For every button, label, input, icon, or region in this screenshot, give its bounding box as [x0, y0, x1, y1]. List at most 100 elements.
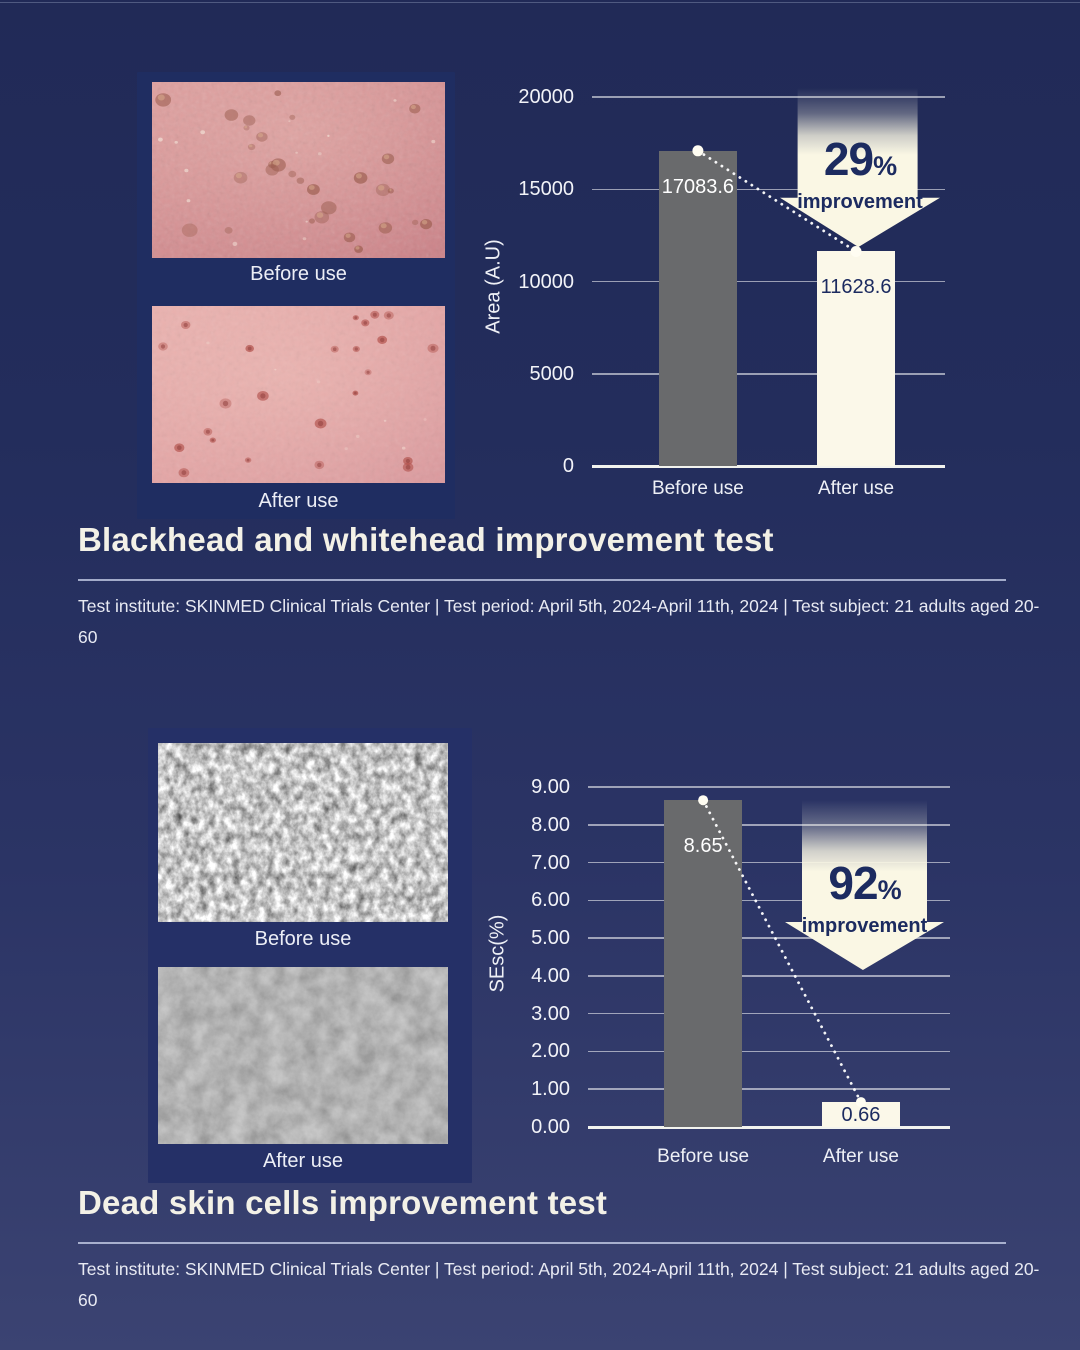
skin-spot — [158, 137, 163, 142]
skin-spot — [431, 139, 436, 144]
skin-spot-core — [405, 464, 411, 470]
skin-spot-core — [405, 458, 410, 464]
skin-spot-highlight — [308, 185, 315, 190]
photo-caption: Before use — [250, 263, 347, 285]
skin-spot-highlight — [249, 144, 253, 148]
skin-spot — [224, 227, 233, 234]
skin-spot-core — [181, 470, 187, 476]
skin-spot-highlight — [378, 185, 385, 191]
skin-spot — [243, 115, 256, 126]
skin-spot-core — [222, 400, 229, 407]
gridline — [588, 1088, 950, 1090]
skin-spot-highlight — [157, 94, 165, 101]
skin-spot-highlight — [355, 173, 362, 179]
test-info-text: Test institute: SKINMED Clinical Trials … — [78, 596, 1040, 647]
blackhead-bar-chart: Area (A.U) 29% improvement 0 5000 10000 150… — [480, 85, 960, 510]
bar-value-label: 11628.6 — [820, 276, 892, 299]
skin-spot — [356, 434, 360, 438]
y-tick-label: 7.00 — [531, 851, 570, 874]
y-tick-label: 1.00 — [531, 1078, 570, 1101]
skin-spot-highlight — [345, 233, 351, 238]
skin-spot-core — [260, 393, 266, 399]
skin-spot-core — [317, 462, 322, 468]
gridline — [592, 373, 945, 375]
skin-spot-core — [211, 438, 215, 442]
skin-spot-core — [317, 420, 324, 427]
y-tick-label: 10000 — [518, 270, 574, 293]
skin-photo-texture — [158, 743, 448, 922]
skin-photo-deadskin-before — [158, 743, 448, 922]
gridline — [592, 465, 945, 468]
top-hairline — [0, 2, 1080, 3]
improvement-percent: 92% — [828, 857, 901, 909]
skin-spot-core — [380, 337, 385, 343]
skin-spot-highlight — [355, 246, 360, 250]
y-tick-label: 20000 — [518, 86, 574, 108]
skin-spot-core — [246, 458, 250, 462]
skin-spot-core — [160, 344, 166, 349]
skin-spot — [274, 90, 282, 97]
bar-after-use — [817, 251, 896, 466]
y-tick-label: 8.00 — [531, 813, 570, 836]
section-title: Blackhead and whitehead improvement test — [78, 521, 774, 558]
divider — [78, 1242, 1006, 1244]
skin-spot — [186, 199, 191, 203]
skin-spot — [288, 120, 291, 123]
skin-spot — [302, 237, 307, 241]
y-tick-label: 3.00 — [531, 1002, 570, 1025]
skin-spot-core — [372, 312, 377, 317]
gridline — [588, 975, 950, 977]
gridline — [592, 280, 945, 283]
skin-spot — [344, 447, 348, 451]
y-tick-label: 9.00 — [531, 776, 570, 798]
gridline — [588, 1050, 950, 1053]
y-tick-label: 4.00 — [531, 964, 570, 987]
y-tick-label: 15000 — [518, 178, 574, 201]
deadskin-bar-chart: SEsc(%) 92% improvement 0.00 1.00 2.00 3.00… — [470, 770, 960, 1175]
skin-spot-core — [183, 322, 188, 328]
skin-spot — [309, 218, 315, 224]
x-tick-label: After use — [822, 1146, 899, 1167]
skin-spot — [265, 164, 279, 176]
skin-spot — [288, 170, 297, 178]
x-tick-label: After use — [818, 478, 895, 499]
skin-spot — [393, 99, 397, 102]
skin-spot-core — [177, 445, 182, 450]
bar-value-label: 0.66 — [841, 1104, 881, 1127]
skin-spot — [316, 380, 321, 384]
skin-spot — [200, 130, 206, 135]
photo-caption: Before use — [254, 928, 352, 950]
divider — [78, 579, 1006, 581]
skin-spot-core — [430, 345, 436, 351]
skin-spot — [305, 220, 308, 223]
skin-spot — [184, 168, 189, 173]
test-info-text: Test institute: SKINMED Clinical Trials … — [78, 1259, 1040, 1310]
skin-spot-highlight — [244, 125, 248, 129]
skin-spot-core — [354, 347, 358, 351]
photo-caption: After use — [262, 1150, 344, 1172]
improvement-percent: 29% — [823, 133, 897, 185]
skin-spot-core — [354, 391, 357, 395]
section-title: Dead skin cells improvement test — [78, 1184, 608, 1221]
improvement-label: improvement — [801, 915, 928, 937]
skin-spot — [327, 134, 330, 137]
skin-spot-highlight — [383, 154, 390, 160]
skin-spot — [224, 109, 239, 121]
skin-spot-highlight — [410, 104, 416, 110]
photo-caption: After use — [258, 490, 339, 512]
bar-value-label: 17083.6 — [661, 175, 735, 198]
gridline — [592, 96, 945, 98]
skin-spot-core — [354, 316, 358, 320]
skin-spot — [412, 219, 419, 226]
skin-photo-texture — [158, 967, 448, 1144]
skin-spot-core — [332, 347, 337, 351]
skin-photo-blackhead-before — [152, 82, 445, 258]
y-tick-label: 6.00 — [531, 889, 570, 912]
skin-spot — [174, 140, 178, 144]
skin-spot-highlight — [235, 173, 242, 179]
skin-spot-core — [205, 429, 210, 434]
skin-spot-highlight — [421, 220, 428, 225]
skin-spot — [401, 446, 406, 450]
y-tick-label: 2.00 — [531, 1040, 570, 1063]
